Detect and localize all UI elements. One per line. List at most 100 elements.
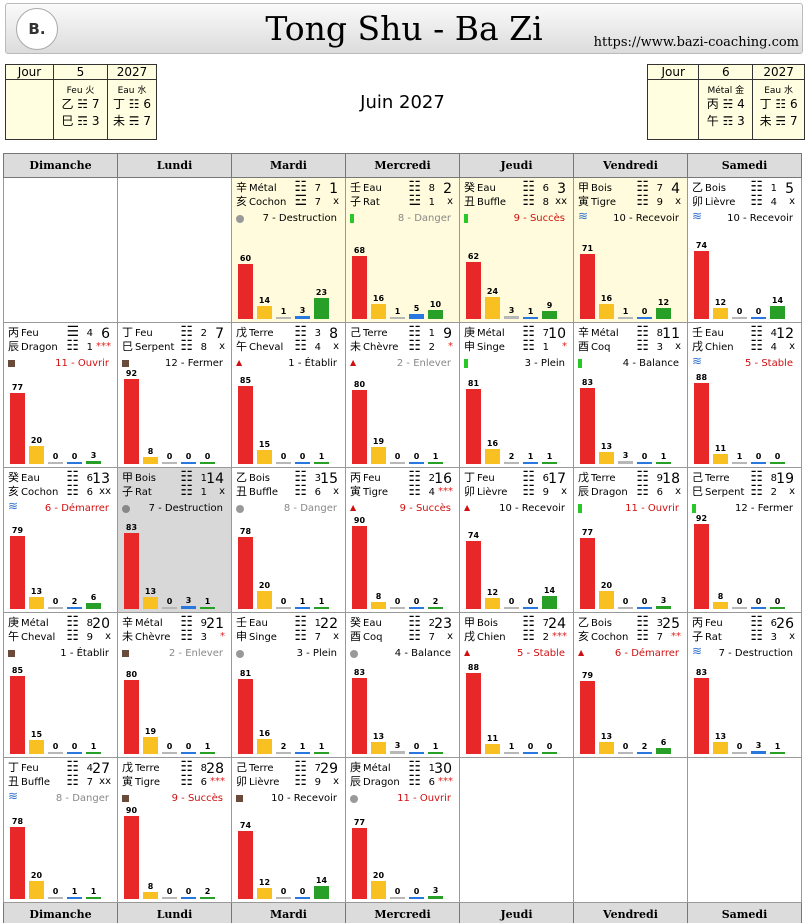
day-cell-24[interactable]: 甲 Bois 戌 Chien ☷ ☷ 7 2 24 *** ▲ 5 - Stable 88 11 1 0 0	[459, 612, 574, 758]
star-number-2: 6	[86, 487, 93, 498]
star-number-1: 8	[86, 618, 93, 629]
bar-2	[162, 752, 177, 754]
bar-value-2: 0	[52, 887, 59, 896]
distribution-bars: 85 15 0 0 1	[234, 354, 334, 464]
day-cell-4[interactable]: 甲 Bois 寅 Tigre ☷ ☷ 7 9 4 x ≋ 10 - Recevoir 71 16 1 0 12	[573, 177, 688, 323]
earthly-branch: 丑	[8, 775, 19, 788]
day-cell-3[interactable]: 癸 Eau 丑 Buffle ☷ ☷ 6 8 3 xx 9 - Succès 62 24 3 1 9	[459, 177, 574, 323]
day-officer-label: 5 - Stable	[516, 648, 565, 659]
day-cell-29[interactable]: 己 Terre 卯 Lièvre ☷ ☷ 7 9 29 x 10 - Recevoir 74 12 0 0 1…	[231, 757, 346, 903]
day-cell-23[interactable]: 癸 Eau 酉 Coq ☷ ☷ 2 7 23 x 4 - Balance 83 13 3 0 1	[345, 612, 460, 758]
bar-value-1: 16	[486, 439, 499, 448]
star-number-2: 2	[542, 632, 549, 643]
stem-row: 乙 Bois	[692, 182, 726, 195]
stem-row: 丁 Feu	[122, 327, 153, 340]
day-cell-6[interactable]: 丙 Feu 辰 Dragon ☰ ☷ 4 1 6 *** 11 - Ouvrir 77 20 0 0 3	[3, 322, 118, 468]
earthly-branch: 亥	[236, 195, 247, 208]
day-marker: *	[448, 341, 453, 352]
day-officer-label: 9 - Succès	[399, 503, 451, 514]
wave-indicator-icon: ≋	[692, 209, 703, 223]
bar-3	[637, 607, 652, 609]
bar-4	[542, 462, 557, 464]
bar-value-3: 0	[413, 887, 420, 896]
bar-value-4: 0	[204, 452, 211, 461]
bar-value-3: 0	[185, 452, 192, 461]
day-cell-30[interactable]: 庚 Métal 辰 Dragon ☷ ☷ 1 6 30 *** 11 - Ouvrir 77 20 0 0 3	[345, 757, 460, 903]
bar-value-0: 71	[581, 244, 594, 253]
day-cell-14[interactable]: 甲 Bois 子 Rat ☷ ☷ 1 1 14 x 7 - Destruction 83 13 0 3 1	[117, 467, 232, 613]
hexagram-lower-icon: ☷	[180, 338, 193, 354]
square-indicator-icon	[122, 795, 129, 802]
bar-0	[238, 831, 253, 899]
heavenly-stem: 辛	[578, 326, 589, 339]
day-cell-16[interactable]: 丙 Feu 寅 Tigre ☷ ☷ 2 4 16 *** ▲ 9 - Succès 90 8 0 0 2	[345, 467, 460, 613]
day-cell-21[interactable]: 辛 Métal 未 Chèvre ☷ ☷ 9 3 21 * 2 - Enlever 80 19 0 0 1	[117, 612, 232, 758]
day-cell-25[interactable]: 乙 Bois 亥 Cochon ☷ ☷ 3 7 25 ** ▲ 6 - Démarrer 79 13 0 2 6	[573, 612, 688, 758]
day-cell-27[interactable]: 丁 Feu 丑 Buffle ☷ ☷ 4 7 27 xx ≋ 8 - Danger 78 20 0 1 1	[3, 757, 118, 903]
green-bar-indicator-icon	[464, 359, 468, 368]
animal-name: Serpent	[135, 342, 175, 353]
hexagram-upper-icon: ☷	[408, 469, 421, 485]
day-cell-1[interactable]: 辛 Métal 亥 Cochon ☷ ☲ 7 7 1 x 7 - Destruction 60 14 1 3…	[231, 177, 346, 323]
day-number: 1	[329, 181, 338, 197]
distribution-bars: 83 13 0 3 1	[690, 644, 790, 754]
bar-value-0: 85	[239, 376, 252, 385]
branch-row: 亥 Cochon	[578, 631, 628, 644]
bar-1	[485, 598, 500, 609]
earthly-branch: 子	[122, 485, 133, 498]
day-cell-15[interactable]: 乙 Bois 丑 Buffle ☷ ☷ 3 6 15 x 8 - Danger 78 20 0 1 1	[231, 467, 346, 613]
bar-1	[599, 452, 614, 464]
site-url-link[interactable]: https://www.bazi-coaching.com	[593, 35, 799, 50]
day-cell-5[interactable]: 乙 Bois 卯 Lièvre ☷ ☷ 1 4 5 x ≋ 10 - Recevoir 74 12 0 0 14	[687, 177, 802, 323]
bar-1	[371, 742, 386, 754]
element-name: Bois	[591, 183, 612, 194]
square-indicator-icon	[236, 795, 243, 802]
day-cell-19[interactable]: 己 Terre 巳 Serpent ☷ ☷ 8 2 19 x 12 - Fermer 92 8 0 0 0	[687, 467, 802, 613]
element-name: Terre	[363, 328, 388, 339]
day-cell-18[interactable]: 戊 Terre 辰 Dragon ☷ ☷ 9 6 18 x 11 - Ouvrir 77 20 0 0 3	[573, 467, 688, 613]
day-cell-28[interactable]: 戊 Terre 寅 Tigre ☷ ☷ 8 6 28 *** 9 - Succès 90 8 0 0 2	[117, 757, 232, 903]
star-number-1: 2	[428, 473, 435, 484]
day-cell-8[interactable]: 戊 Terre 午 Cheval ☷ ☷ 3 4 8 x ▲ 1 - Établir 85 15 0 0 1	[231, 322, 346, 468]
bar-2	[390, 317, 405, 319]
heavenly-stem: 壬	[692, 326, 703, 339]
branch-row: 辰 Dragon	[8, 341, 58, 354]
bar-value-3: 0	[413, 742, 420, 751]
heavenly-stem: 癸	[350, 616, 361, 629]
star-number-2: 9	[542, 487, 549, 498]
bar-value-0: 92	[695, 514, 708, 523]
day-cell-10[interactable]: 庚 Métal 申 Singe ☷ ☷ 7 1 10 * 3 - Plein 81 16 2 1 1	[459, 322, 574, 468]
day-cell-12[interactable]: 壬 Eau 戌 Chien ☷ ☷ 4 4 12 x ≋ 5 - Stable 88 11 1 0 0	[687, 322, 802, 468]
weekday-header: Mardi	[231, 153, 346, 178]
day-cell-content: 庚 Métal 辰 Dragon ☷ ☷ 1 6 30 *** 11 - Ouvrir 77 20 0 0 3	[346, 758, 459, 902]
day-number: 11	[662, 326, 680, 342]
animal-name: Dragon	[363, 777, 400, 788]
hexagram-upper-icon: ☷	[66, 469, 79, 485]
hexagram-lower-icon: ☷	[66, 628, 79, 644]
bazi-coaching-logo[interactable]: B.	[16, 8, 58, 50]
bar-4	[428, 310, 443, 319]
bar-value-4: 1	[432, 452, 439, 461]
day-cell-9[interactable]: 己 Terre 未 Chèvre ☷ ☷ 1 2 9 * ▲ 2 - Enlever 80 19 0 0 1	[345, 322, 460, 468]
bar-value-2: 0	[508, 597, 515, 606]
day-cell-17[interactable]: 丁 Feu 卯 Lièvre ☷ ☷ 6 9 17 x ▲ 10 - Recevoir 74 12 0 0 14	[459, 467, 574, 613]
star-number-1: 1	[428, 328, 435, 339]
star-number-1: 8	[770, 473, 777, 484]
day-cell-22[interactable]: 壬 Eau 申 Singe ☷ ☷ 1 7 22 x 3 - Plein 81 16 2 1 1	[231, 612, 346, 758]
day-cell-20[interactable]: 庚 Métal 午 Cheval ☷ ☷ 8 9 20 x 1 - Établir 85 15 0 0 1	[3, 612, 118, 758]
bar-value-0: 83	[695, 668, 708, 677]
day-marker: x	[333, 776, 339, 787]
day-officer-label: 3 - Plein	[296, 648, 337, 659]
hexagram-lower-icon: ☷	[522, 193, 535, 209]
bar-0	[694, 383, 709, 464]
day-cell-2[interactable]: 壬 Eau 子 Rat ☷ ☳ 8 1 2 x 8 - Danger 68 16 1 5 10	[345, 177, 460, 323]
day-officer-label: 6 - Démarrer	[44, 503, 109, 514]
day-cell-13[interactable]: 癸 Eau 亥 Cochon ☷ ☷ 6 6 13 xx ≋ 6 - Démarrer 79 13 0 2 6	[3, 467, 118, 613]
day-cell-11[interactable]: 辛 Métal 酉 Coq ☷ ☷ 8 3 11 x 4 - Balance 83 13 3 0 1	[573, 322, 688, 468]
element-name: Métal	[477, 328, 505, 339]
day-cell-26[interactable]: 丙 Feu 子 Rat ☷ ☷ 6 3 26 x ≋ 7 - Destruction 83 13 0 3 1	[687, 612, 802, 758]
day-cell-content: 壬 Eau 子 Rat ☷ ☳ 8 1 2 x 8 - Danger 68 16 1 5 10	[346, 178, 459, 322]
bar-3	[181, 752, 196, 754]
day-officer-label: 4 - Balance	[394, 648, 451, 659]
day-cell-7[interactable]: 丁 Feu 巳 Serpent ☷ ☷ 2 8 7 x 12 - Fermer 92 8 0 0 0	[117, 322, 232, 468]
